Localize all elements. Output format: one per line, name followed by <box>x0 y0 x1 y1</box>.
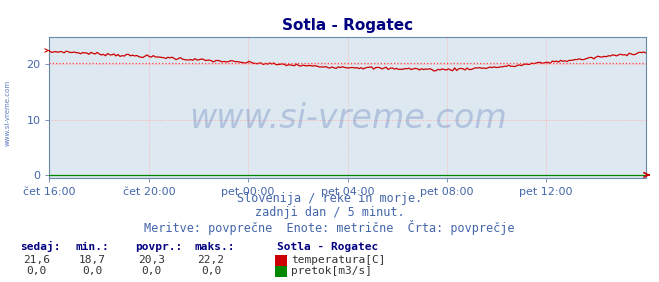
Text: 20,3: 20,3 <box>138 255 165 265</box>
Text: pretok[m3/s]: pretok[m3/s] <box>291 266 372 276</box>
Text: maks.:: maks.: <box>194 242 235 252</box>
Text: Slovenija / reke in morje.: Slovenija / reke in morje. <box>237 192 422 205</box>
Text: 0,0: 0,0 <box>201 266 221 276</box>
Text: 0,0: 0,0 <box>82 266 102 276</box>
Text: 18,7: 18,7 <box>79 255 105 265</box>
Text: temperatura[C]: temperatura[C] <box>291 255 386 265</box>
Text: 22,2: 22,2 <box>198 255 224 265</box>
Text: min.:: min.: <box>76 242 109 252</box>
Text: povpr.:: povpr.: <box>135 242 183 252</box>
Text: zadnji dan / 5 minut.: zadnji dan / 5 minut. <box>254 206 405 219</box>
Text: Meritve: povprečne  Enote: metrične  Črta: povprečje: Meritve: povprečne Enote: metrične Črta:… <box>144 219 515 235</box>
Text: Sotla - Rogatec: Sotla - Rogatec <box>277 242 378 252</box>
Text: 0,0: 0,0 <box>26 266 46 276</box>
Text: 21,6: 21,6 <box>23 255 49 265</box>
Text: www.si-vreme.com: www.si-vreme.com <box>5 80 11 146</box>
Text: 0,0: 0,0 <box>142 266 161 276</box>
Title: Sotla - Rogatec: Sotla - Rogatec <box>282 18 413 33</box>
Text: sedaj:: sedaj: <box>20 241 60 252</box>
Text: www.si-vreme.com: www.si-vreme.com <box>188 102 507 135</box>
